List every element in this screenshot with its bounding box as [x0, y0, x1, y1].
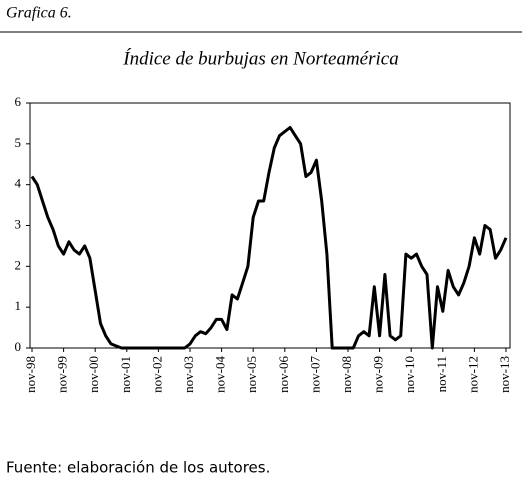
- x-tick-label: nov-12: [465, 356, 480, 393]
- header: Grafica 6.: [6, 5, 72, 22]
- data-line: [30, 126, 508, 350]
- x-tick-label: nov-01: [118, 356, 133, 393]
- x-tick-label: nov-08: [339, 356, 354, 393]
- x-tick-label: nov-03: [181, 356, 196, 393]
- x-tick-label: nov-02: [149, 356, 164, 393]
- x-tick-label: nov-10: [402, 356, 417, 393]
- chart-title: Índice de burbujas en Norteamérica: [122, 47, 398, 69]
- y-tick-label: 3: [15, 216, 22, 231]
- plot-frame: [29, 102, 511, 349]
- y-tick-label: 4: [15, 176, 22, 191]
- x-tick-label: nov-05: [244, 356, 259, 393]
- x-tick-label: nov-06: [276, 356, 291, 393]
- y-tick-label: 2: [15, 257, 22, 272]
- y-tick-label: 5: [15, 135, 22, 150]
- x-tick-label: nov-04: [213, 356, 228, 393]
- x-tick-label: nov-11: [434, 356, 449, 392]
- y-tick-label: 6: [15, 94, 22, 109]
- x-tick-label: nov-13: [497, 356, 512, 393]
- x-tick-label: nov-09: [371, 356, 386, 393]
- x-tick-label: nov-99: [55, 356, 70, 393]
- x-tick-label: nov-00: [86, 356, 101, 393]
- footer: Fuente: elaboración de los autores.: [6, 459, 270, 477]
- x-tick-label: nov-98: [23, 356, 38, 393]
- y-tick-label: 0: [15, 339, 22, 354]
- y-tick-label: 1: [15, 298, 22, 313]
- x-tick-label: nov-07: [307, 356, 322, 393]
